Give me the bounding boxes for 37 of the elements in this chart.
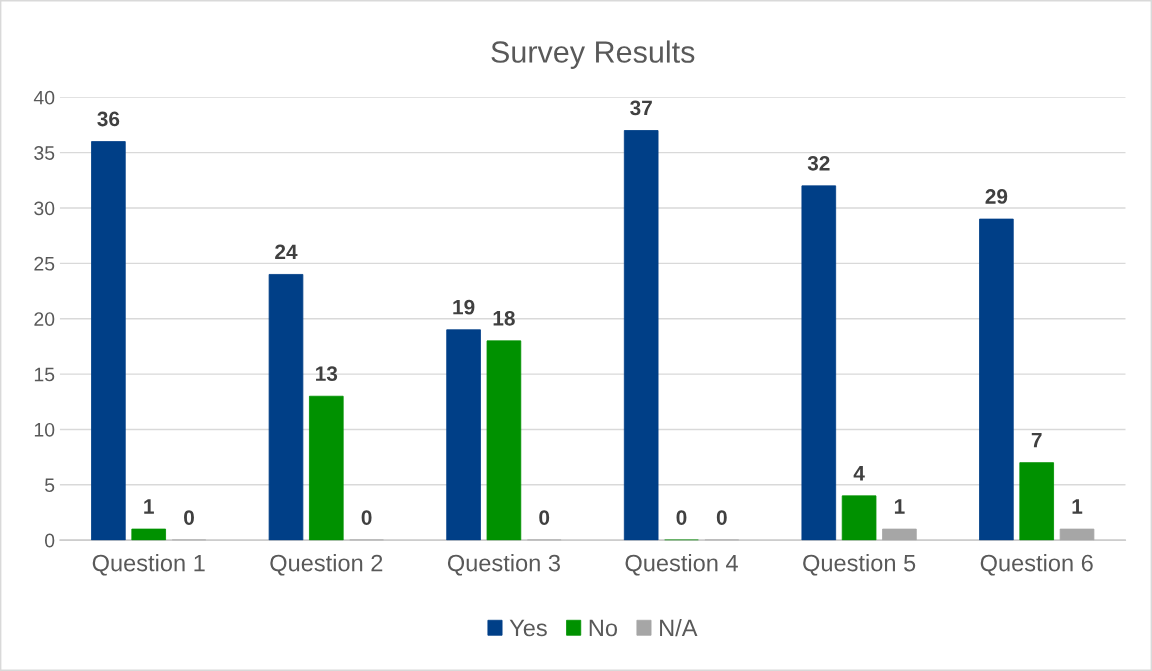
y-tick-label: 0	[44, 533, 55, 548]
x-tick-label: Question 2	[270, 554, 383, 576]
y-tick-label: 30	[34, 201, 55, 216]
data-label: 7	[1031, 432, 1042, 448]
x-tick-label: Question 5	[803, 554, 916, 576]
y-tick-label: 10	[34, 422, 55, 437]
data-label: 1	[144, 499, 154, 514]
data-label: 0	[716, 510, 727, 525]
data-label: 0	[361, 510, 372, 525]
data-label: 29	[985, 189, 1008, 204]
y-tick-label: 20	[34, 312, 55, 326]
data-label: 0	[539, 510, 550, 525]
chart-title: Survey Results	[491, 40, 695, 69]
y-tick-label: 5	[45, 478, 55, 493]
y-tick-label: 35	[34, 146, 55, 160]
data-label: 1	[1072, 499, 1083, 514]
data-label: 24	[275, 244, 298, 259]
x-tick-label: Question 1	[92, 554, 205, 576]
y-tick-label: 25	[34, 256, 55, 271]
data-label: 36	[97, 111, 120, 127]
x-tick-label: Question 3	[447, 554, 560, 576]
legend-label: No	[589, 619, 618, 637]
data-label: 0	[676, 510, 687, 525]
y-tick-label: 15	[34, 367, 55, 382]
data-label: 13	[316, 366, 338, 382]
data-label: 0	[184, 510, 194, 525]
data-label: 1	[894, 499, 905, 514]
legend-label: Yes	[509, 619, 547, 637]
x-tick-label: Question 6	[980, 554, 1093, 576]
x-tick-label: Question 4	[625, 554, 738, 576]
data-label: 37	[630, 100, 652, 116]
data-label: 4	[853, 466, 865, 481]
legend-label: N/A	[660, 618, 698, 637]
data-label: 18	[493, 310, 515, 326]
y-tick-label: 40	[33, 90, 55, 105]
data-label: 19	[453, 299, 475, 315]
data-label: 32	[807, 155, 830, 171]
